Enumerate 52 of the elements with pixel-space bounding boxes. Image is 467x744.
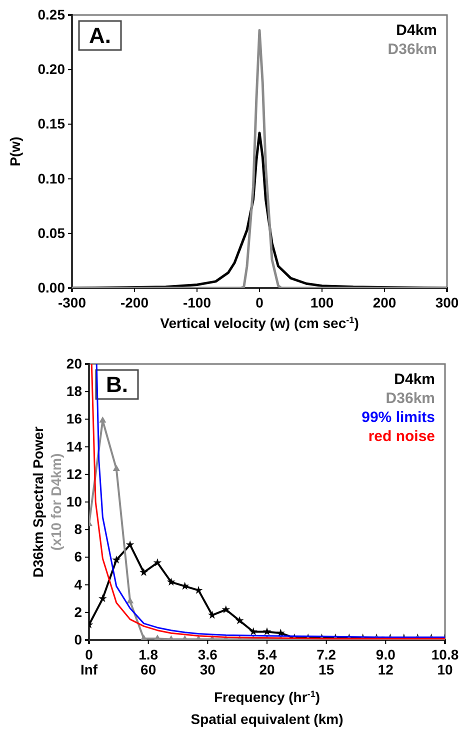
text: Inf — [80, 662, 98, 678]
x-tick-label: 0 — [256, 294, 264, 311]
y-tick-label: 0.10 — [38, 170, 66, 186]
x-tick-label: 1.8 — [138, 646, 158, 663]
annotation: B. — [106, 372, 128, 397]
y-tick-label: 20 — [66, 355, 82, 372]
x-tick-label: 100 — [310, 294, 334, 311]
y-tick-label: 2 — [74, 604, 82, 620]
y-tick-label: 0 — [74, 631, 82, 648]
y-axis-title: D36km Spectral Power — [30, 426, 46, 578]
text: 15 — [318, 662, 334, 678]
text: 99% limits — [362, 409, 435, 426]
annotation: A. — [89, 23, 111, 48]
y-tick-label: 10 — [66, 493, 82, 510]
text: D4km — [396, 22, 437, 39]
y-tick-label: 18 — [66, 383, 82, 400]
text: 10 — [437, 662, 453, 678]
text: Spatial equivalent (km) — [190, 711, 344, 727]
text: D36km — [386, 390, 435, 407]
x-axis-title: Vertical velocity (w) (cm sec$^{-1}$) — [160, 315, 359, 331]
text: 30 — [200, 662, 216, 678]
text: 60 — [140, 662, 156, 678]
y-axis-title: P(w) — [7, 136, 23, 166]
x-tick-label: 10.8 — [431, 646, 459, 663]
x-tick-label: 200 — [372, 294, 396, 311]
x-axis-title: Frequency (hr$^{-1}$) — [214, 689, 320, 705]
x-tick-label: 9.0 — [376, 646, 396, 663]
y-tick-label: 16 — [66, 410, 82, 427]
y-tick-label: 0.20 — [38, 61, 66, 78]
y-tick-label: 6 — [74, 548, 82, 565]
x-tick-label: 3.6 — [198, 646, 218, 663]
text: 12 — [378, 662, 394, 678]
text: D4km — [394, 371, 435, 388]
text: D36km — [388, 41, 437, 58]
x-tick-label: 0 — [85, 646, 94, 663]
x-tick-label: -200 — [120, 294, 149, 311]
x-tick-label: -100 — [182, 294, 212, 311]
x-tick-label: 5.4 — [257, 646, 277, 663]
x-tick-label: 300 — [435, 294, 459, 311]
y-tick-label: 14 — [66, 438, 82, 454]
y-tick-label: 0.15 — [38, 116, 66, 132]
y-tick-label: 8 — [74, 521, 82, 538]
text: 20 — [259, 662, 275, 678]
text: red noise — [368, 428, 435, 445]
y-tick-label: 0.25 — [38, 6, 66, 22]
y-tick-label: 0.00 — [38, 279, 66, 296]
y-tick-label: 12 — [66, 466, 82, 482]
y-tick-label: 0.05 — [38, 224, 66, 241]
x-tick-label: -300 — [58, 294, 86, 311]
y-tick-label: 4 — [74, 576, 82, 592]
text: (x10 for D4km) — [48, 453, 64, 551]
x-tick-label: 7.2 — [316, 646, 336, 663]
